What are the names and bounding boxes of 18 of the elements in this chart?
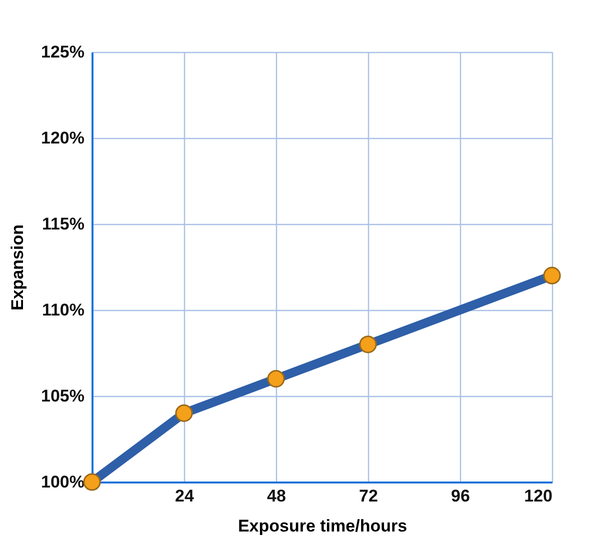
point xyxy=(83,473,101,491)
point xyxy=(543,266,561,284)
y-tick-label: 110% xyxy=(42,300,84,320)
x-tick-label: 72 xyxy=(359,486,378,506)
y-tick-label: 120% xyxy=(41,128,84,148)
y-axis-title: Expansion xyxy=(8,224,28,310)
x-tick-label: 24 xyxy=(175,486,194,506)
y-tick-label: 105% xyxy=(41,386,84,406)
y-tick-label: 115% xyxy=(42,214,84,234)
point xyxy=(175,404,193,422)
x-tick-label: 48 xyxy=(267,486,286,506)
x-tick-label: 120 xyxy=(524,486,552,506)
x-axis-title: Exposure time/hours xyxy=(238,516,408,536)
point xyxy=(267,370,285,388)
y-tick-label: 100% xyxy=(41,472,84,492)
y-tick-label: 125% xyxy=(41,42,84,62)
x-tick-label: 96 xyxy=(451,486,470,506)
point xyxy=(359,336,377,354)
